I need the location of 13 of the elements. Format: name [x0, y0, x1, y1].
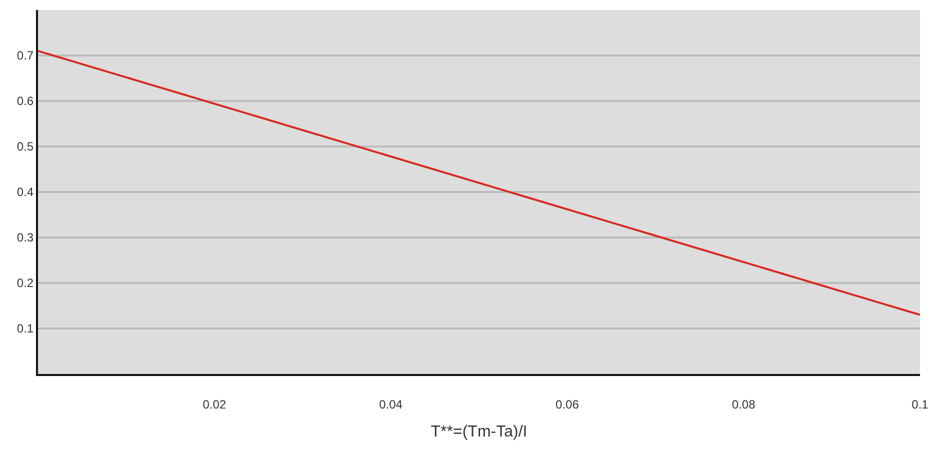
y-tick-label: 0.4	[16, 185, 34, 200]
x-axis-title: T**=(Tm-Ta)/I	[430, 424, 528, 441]
y-tick-label: 0.7	[16, 48, 34, 63]
x-tick-label: 0.08	[732, 397, 756, 412]
y-tick-label: 0.1	[16, 322, 34, 336]
x-tick-label: 0.04	[379, 397, 403, 412]
y-tick-label: 0.6	[16, 94, 34, 108]
x-tick-label: 0.1	[912, 397, 929, 412]
y-tick-label: 0.3	[16, 230, 34, 245]
y-tick-label: 0.2	[16, 276, 34, 290]
x-tick-label: 0.06	[556, 397, 580, 412]
x-tick-label: 0.02	[202, 397, 226, 412]
y-tick-label: 0.5	[16, 140, 34, 154]
